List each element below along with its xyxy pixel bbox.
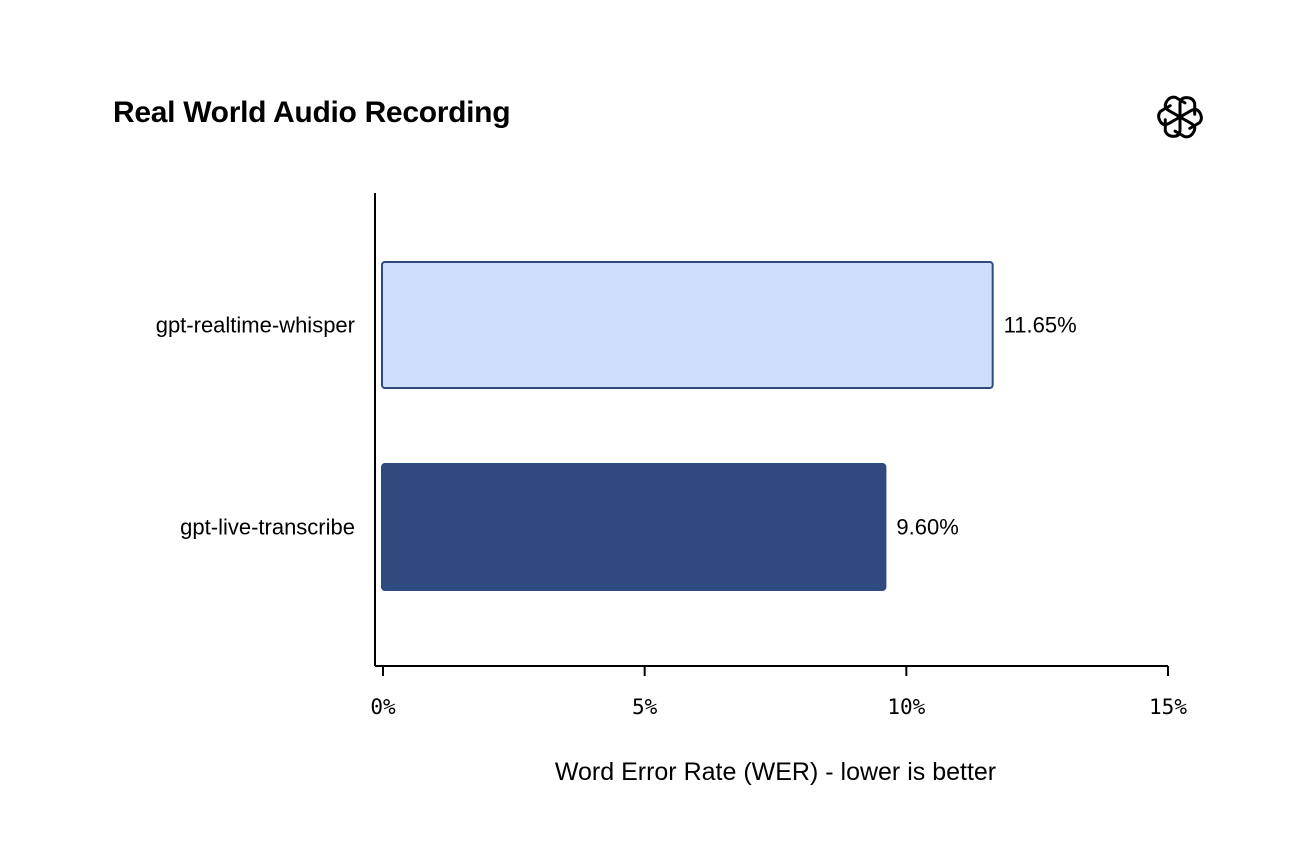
value-label: 9.60% (896, 515, 958, 540)
x-tick-label: 0% (370, 695, 396, 719)
x-axis-title: Word Error Rate (WER) - lower is better (555, 758, 996, 786)
openai-logo-icon (1157, 95, 1203, 139)
value-label: 11.65% (1004, 313, 1077, 338)
bar-gpt-live-transcribe (381, 463, 887, 591)
x-tick-label: 5% (632, 695, 658, 719)
bar-gpt-realtime-whisper (381, 261, 994, 389)
x-tick-label: 15% (1149, 695, 1187, 719)
category-label: gpt-live-transcribe (180, 515, 355, 540)
chart-title: Real World Audio Recording (113, 96, 511, 129)
category-label: gpt-realtime-whisper (156, 313, 355, 338)
x-tick-label: 10% (887, 695, 925, 719)
